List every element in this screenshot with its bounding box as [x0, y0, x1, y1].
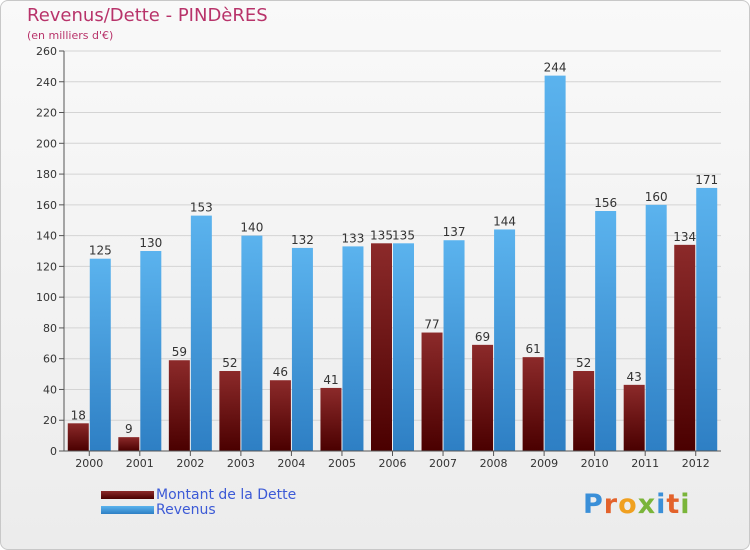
y-tick-label: 220: [36, 107, 57, 120]
y-tick-label: 180: [36, 168, 57, 181]
bar-revenue-2007: [443, 240, 465, 451]
logo-letter: t: [666, 489, 681, 520]
y-tick-label: 200: [36, 137, 57, 150]
data-label-revenue-2001: 130: [139, 236, 162, 250]
x-tick-label-2011: 2011: [631, 457, 659, 470]
data-label-revenue-2003: 140: [240, 221, 263, 235]
y-tick-label: 240: [36, 76, 57, 89]
data-label-debt-2004: 46: [273, 365, 288, 379]
y-tick-label: 0: [50, 445, 57, 458]
legend-swatch-revenue: [101, 505, 154, 514]
legend-item-debt: Montant de la Dette: [101, 486, 297, 503]
logo-letter: r: [603, 489, 619, 520]
data-label-revenue-2011: 160: [645, 190, 668, 204]
bar-revenue-2009: [544, 75, 566, 451]
data-label-revenue-2007: 137: [443, 225, 466, 239]
data-label-revenue-2008: 144: [493, 214, 516, 228]
bar-revenue-2003: [241, 235, 263, 451]
bar-revenue-2012: [696, 187, 718, 451]
chart-title: Revenus/Dette - PINDèRES: [27, 5, 268, 26]
legend-label-debt: Montant de la Dette: [156, 486, 297, 503]
data-label-debt-2012: 134: [673, 230, 696, 244]
data-label-revenue-2002: 153: [190, 201, 213, 215]
y-tick-label: 120: [36, 260, 57, 273]
x-tick-label-2006: 2006: [379, 457, 407, 470]
logo-letter: P: [583, 489, 604, 520]
y-tick-label: 260: [36, 45, 57, 58]
logo-letter: i: [656, 489, 667, 520]
bar-revenue-2008: [494, 229, 516, 451]
bar-debt-2001: [118, 437, 140, 451]
data-label-debt-2010: 52: [576, 356, 591, 370]
y-tick-label: 100: [36, 291, 57, 304]
y-tick-label: 140: [36, 230, 57, 243]
bar-revenue-2000: [89, 258, 111, 451]
data-label-revenue-2010: 156: [594, 196, 617, 210]
legend-label-revenue: Revenus: [156, 501, 216, 518]
data-label-debt-2005: 41: [323, 373, 338, 387]
data-label-debt-2002: 59: [172, 345, 187, 359]
bar-revenue-2002: [190, 215, 212, 451]
bar-debt-2012: [674, 244, 696, 451]
data-label-revenue-2005: 133: [342, 231, 365, 245]
data-label-debt-2011: 43: [627, 370, 642, 384]
bar-debt-2010: [573, 371, 595, 451]
x-tick-label-2009: 2009: [530, 457, 558, 470]
y-tick-label: 60: [43, 353, 57, 366]
data-label-revenue-2012: 171: [695, 173, 718, 187]
legend-swatch-debt: [101, 490, 154, 499]
data-label-debt-2000: 18: [71, 408, 86, 422]
data-label-revenue-2009: 244: [544, 61, 567, 75]
y-tick-label: 20: [43, 414, 57, 427]
data-label-debt-2006: 135: [370, 228, 393, 242]
data-label-debt-2007: 77: [424, 318, 439, 332]
x-tick-label-2001: 2001: [126, 457, 154, 470]
y-tick-label: 160: [36, 199, 57, 212]
bar-revenue-2001: [140, 251, 162, 451]
x-tick-label-2005: 2005: [328, 457, 356, 470]
bar-debt-2009: [522, 357, 544, 451]
bar-revenue-2010: [595, 211, 617, 451]
data-label-revenue-2004: 132: [291, 233, 314, 247]
data-label-revenue-2000: 125: [89, 244, 112, 258]
bar-debt-2002: [168, 360, 190, 451]
logo-letter: x: [637, 489, 657, 520]
bar-debt-2003: [219, 371, 241, 451]
bar-revenue-2005: [342, 246, 364, 451]
bar-debt-2000: [67, 423, 89, 451]
x-tick-label-2004: 2004: [277, 457, 305, 470]
bar-debt-2008: [472, 344, 494, 451]
logo-letter: i: [680, 489, 691, 520]
legend-item-revenue: Revenus: [101, 501, 296, 518]
x-tick-label-2012: 2012: [682, 457, 710, 470]
chart-subtitle: (en milliers d'€): [27, 29, 114, 42]
data-label-debt-2003: 52: [222, 356, 237, 370]
legend: Montant de la Dette Revenus: [101, 486, 297, 518]
proxiti-logo: Proxiti: [583, 489, 691, 520]
bar-revenue-2006: [393, 243, 414, 451]
bar-debt-2006: [371, 243, 392, 451]
bar-debt-2004: [269, 380, 291, 451]
bar-revenue-2011: [645, 204, 667, 451]
data-label-debt-2008: 69: [475, 330, 490, 344]
x-tick-label-2008: 2008: [480, 457, 508, 470]
y-tick-label: 40: [43, 383, 57, 396]
data-label-revenue-2006: 135: [392, 228, 415, 242]
x-tick-label-2000: 2000: [75, 457, 103, 470]
data-label-debt-2001: 9: [125, 422, 133, 436]
y-tick-label: 80: [43, 322, 57, 335]
x-tick-label-2010: 2010: [581, 457, 609, 470]
x-tick-label-2002: 2002: [176, 457, 204, 470]
logo-letter: o: [618, 489, 638, 520]
bar-revenue-2004: [291, 247, 313, 451]
bar-debt-2007: [421, 332, 443, 451]
x-tick-label-2007: 2007: [429, 457, 457, 470]
x-tick-label-2003: 2003: [227, 457, 255, 470]
bar-debt-2011: [623, 384, 645, 451]
data-label-debt-2009: 61: [525, 342, 540, 356]
bar-debt-2005: [320, 387, 342, 451]
